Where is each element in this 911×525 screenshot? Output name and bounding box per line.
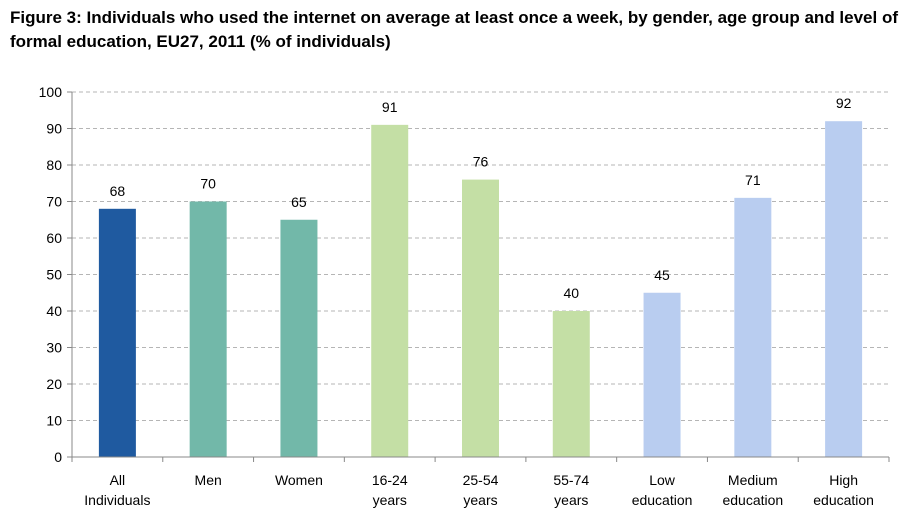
data-label: 45 [654, 267, 670, 283]
x-tick-label: Men [195, 472, 222, 488]
y-tick-label: 50 [46, 267, 62, 283]
y-tick-label: 70 [46, 194, 62, 210]
data-label: 40 [563, 285, 579, 301]
data-label: 91 [382, 99, 398, 115]
data-labels: 68 70 65 91 76 40 45 71 92 [110, 95, 852, 301]
x-tick-label: 16-24 years [372, 472, 408, 508]
y-tick-label: 90 [46, 121, 62, 137]
bar [643, 292, 681, 457]
y-tick-label: 100 [39, 84, 63, 100]
y-tick-label: 20 [46, 376, 62, 392]
bar [189, 201, 227, 457]
x-tick-label: Low education [632, 472, 693, 508]
bar [98, 208, 136, 457]
bar [552, 311, 590, 457]
data-label: 68 [110, 183, 126, 199]
y-tick-label: 30 [46, 340, 62, 356]
x-axis-ticks: All Individuals Men Women 16-24 years 25-54 yea… [71, 457, 890, 508]
y-axis-ticks: 0 10 20 30 40 50 60 70 80 90 100 [39, 84, 72, 465]
x-tick-label: 55-74 years [553, 472, 589, 508]
bar [371, 124, 409, 457]
bar [462, 179, 499, 457]
y-tick-label: 60 [46, 230, 62, 246]
x-tick-label: 25-54 years [463, 472, 499, 508]
bar [825, 121, 863, 457]
bar [280, 219, 318, 457]
x-tick-label: High education [813, 472, 874, 508]
y-tick-label: 40 [46, 303, 62, 319]
x-tick-label: Women [275, 472, 323, 488]
data-label: 92 [836, 95, 852, 111]
x-tick-label: All Individuals [84, 472, 150, 508]
chart-title: Figure 3: Individuals who used the inter… [10, 8, 899, 51]
bar [734, 197, 772, 457]
data-label: 70 [200, 176, 216, 192]
data-label: 76 [473, 154, 489, 170]
x-tick-label: Medium education [722, 472, 783, 508]
y-tick-label: 80 [46, 157, 62, 173]
y-tick-label: 0 [54, 449, 62, 465]
bars [98, 121, 863, 457]
y-tick-label: 10 [46, 413, 62, 429]
data-label: 71 [745, 172, 761, 188]
data-label: 65 [291, 194, 307, 210]
